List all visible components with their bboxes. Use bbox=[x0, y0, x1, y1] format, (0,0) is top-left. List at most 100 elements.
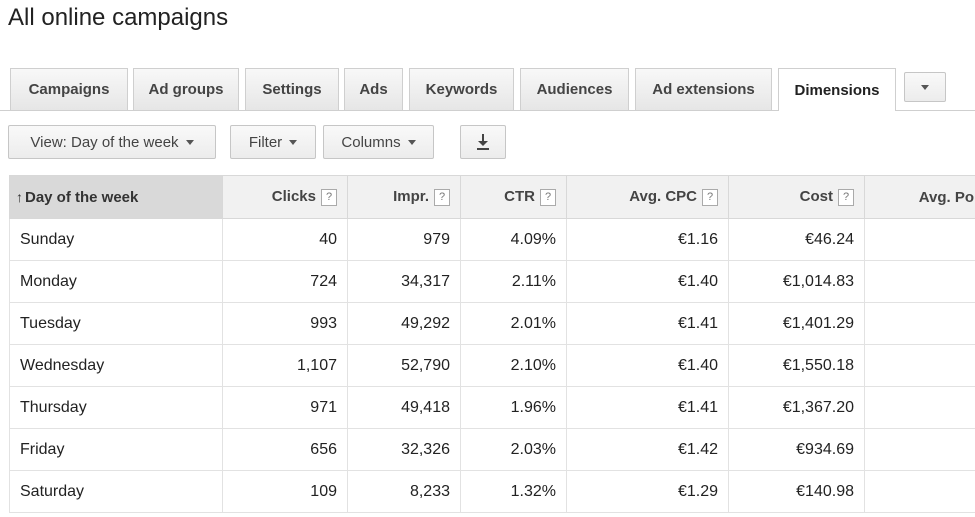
cell-clicks: 1,107 bbox=[222, 344, 348, 387]
filter-button[interactable]: Filter bbox=[230, 125, 316, 159]
help-icon[interactable]: ? bbox=[434, 189, 450, 206]
tab-campaigns[interactable]: Campaigns bbox=[10, 68, 128, 110]
cell-impressions: 34,317 bbox=[347, 260, 461, 303]
chevron-down-icon bbox=[289, 139, 298, 145]
chevron-down-icon bbox=[185, 139, 194, 145]
cell-avg-cpc: €1.40 bbox=[566, 260, 729, 303]
column-header-avg-cpc[interactable]: Avg. CPC? bbox=[566, 175, 729, 219]
column-header-label: CTR bbox=[504, 188, 535, 205]
tab-dimensions[interactable]: Dimensions bbox=[778, 68, 896, 111]
cell-day: Monday bbox=[9, 260, 223, 303]
view-selector-label: View: Day of the week bbox=[30, 133, 179, 151]
table-row: Sunday 40 979 4.09% €1.16 €46.24 bbox=[9, 218, 975, 261]
column-header-day-of-week[interactable]: ↑ Day of the week bbox=[9, 175, 223, 219]
cell-impressions: 8,233 bbox=[347, 470, 461, 513]
sort-ascending-icon: ↑ bbox=[16, 188, 23, 205]
cell-ctr: 2.03% bbox=[460, 428, 567, 471]
tab-ads[interactable]: Ads bbox=[344, 68, 403, 110]
column-header-label: Avg. CPC bbox=[629, 188, 697, 205]
cell-ctr: 1.32% bbox=[460, 470, 567, 513]
cell-avg-position bbox=[864, 386, 975, 429]
help-icon[interactable]: ? bbox=[540, 189, 556, 206]
cell-impressions: 52,790 bbox=[347, 344, 461, 387]
view-selector-button[interactable]: View: Day of the week bbox=[8, 125, 216, 159]
cell-clicks: 109 bbox=[222, 470, 348, 513]
cell-avg-position bbox=[864, 218, 975, 261]
cell-cost: €1,367.20 bbox=[728, 386, 865, 429]
table-row: Saturday 109 8,233 1.32% €1.29 €140.98 bbox=[9, 470, 975, 513]
cell-avg-cpc: €1.16 bbox=[566, 218, 729, 261]
help-icon[interactable]: ? bbox=[702, 189, 718, 206]
cell-day: Sunday bbox=[9, 218, 223, 261]
cell-day: Tuesday bbox=[9, 302, 223, 345]
tab-settings[interactable]: Settings bbox=[245, 68, 339, 110]
cell-ctr: 2.10% bbox=[460, 344, 567, 387]
cell-avg-cpc: €1.42 bbox=[566, 428, 729, 471]
cell-impressions: 32,326 bbox=[347, 428, 461, 471]
cell-cost: €140.98 bbox=[728, 470, 865, 513]
cell-day: Thursday bbox=[9, 386, 223, 429]
tab-ad-groups[interactable]: Ad groups bbox=[133, 68, 239, 110]
download-button[interactable] bbox=[460, 125, 506, 159]
cell-clicks: 656 bbox=[222, 428, 348, 471]
columns-label: Columns bbox=[341, 133, 401, 151]
cell-impressions: 49,418 bbox=[347, 386, 461, 429]
cell-avg-cpc: €1.41 bbox=[566, 386, 729, 429]
column-header-impressions[interactable]: Impr.? bbox=[347, 175, 461, 219]
cell-avg-position bbox=[864, 302, 975, 345]
column-header-label: Cost bbox=[799, 188, 833, 205]
cell-ctr: 2.01% bbox=[460, 302, 567, 345]
cell-cost: €1,014.83 bbox=[728, 260, 865, 303]
table-row: Friday 656 32,326 2.03% €1.42 €934.69 bbox=[9, 428, 975, 471]
toolbar: View: Day of the week Filter Columns bbox=[0, 124, 975, 160]
cell-day: Saturday bbox=[9, 470, 223, 513]
cell-day: Wednesday bbox=[9, 344, 223, 387]
table-header-row: ↑ Day of the week Clicks? Impr.? CTR? Avg… bbox=[9, 175, 975, 219]
cell-ctr: 1.96% bbox=[460, 386, 567, 429]
cell-avg-position bbox=[864, 260, 975, 303]
data-table: ↑ Day of the week Clicks? Impr.? CTR? Avg… bbox=[9, 175, 975, 513]
tab-ad-extensions[interactable]: Ad extensions bbox=[635, 68, 772, 110]
cell-impressions: 979 bbox=[347, 218, 461, 261]
cell-avg-position bbox=[864, 344, 975, 387]
cell-clicks: 971 bbox=[222, 386, 348, 429]
chevron-down-icon bbox=[407, 139, 416, 145]
table-row: Monday 724 34,317 2.11% €1.40 €1,014.83 bbox=[9, 260, 975, 303]
cell-avg-cpc: €1.41 bbox=[566, 302, 729, 345]
column-header-ctr[interactable]: CTR? bbox=[460, 175, 567, 219]
cell-impressions: 49,292 bbox=[347, 302, 461, 345]
cell-cost: €1,550.18 bbox=[728, 344, 865, 387]
cell-avg-cpc: €1.40 bbox=[566, 344, 729, 387]
columns-button[interactable]: Columns bbox=[323, 125, 434, 159]
help-icon[interactable]: ? bbox=[838, 189, 854, 206]
column-header-clicks[interactable]: Clicks? bbox=[222, 175, 348, 219]
column-header-label: Avg. Po bbox=[918, 188, 974, 206]
cell-clicks: 993 bbox=[222, 302, 348, 345]
chevron-down-icon bbox=[921, 84, 929, 90]
download-icon bbox=[477, 134, 489, 150]
filter-label: Filter bbox=[248, 133, 283, 151]
cell-cost: €1,401.29 bbox=[728, 302, 865, 345]
tab-bar: Campaigns Ad groups Settings Ads Keyword… bbox=[0, 68, 975, 111]
column-header-label: Clicks bbox=[271, 188, 316, 205]
page-title: All online campaigns bbox=[8, 4, 229, 31]
cell-ctr: 2.11% bbox=[460, 260, 567, 303]
column-header-avg-position[interactable]: Avg. Po bbox=[864, 175, 975, 219]
table-row: Thursday 971 49,418 1.96% €1.41 €1,367.2… bbox=[9, 386, 975, 429]
column-header-label: Impr. bbox=[393, 188, 429, 205]
help-icon[interactable]: ? bbox=[321, 189, 337, 206]
column-header-cost[interactable]: Cost? bbox=[728, 175, 865, 219]
cell-avg-cpc: €1.29 bbox=[566, 470, 729, 513]
column-header-label: Day of the week bbox=[25, 188, 139, 206]
cell-avg-position bbox=[864, 470, 975, 513]
tab-keywords[interactable]: Keywords bbox=[409, 68, 514, 110]
tab-overflow-menu-button[interactable] bbox=[904, 72, 946, 102]
cell-cost: €46.24 bbox=[728, 218, 865, 261]
tab-audiences[interactable]: Audiences bbox=[520, 68, 629, 110]
cell-clicks: 40 bbox=[222, 218, 348, 261]
cell-day: Friday bbox=[9, 428, 223, 471]
table-row: Tuesday 993 49,292 2.01% €1.41 €1,401.29 bbox=[9, 302, 975, 345]
cell-ctr: 4.09% bbox=[460, 218, 567, 261]
cell-avg-position bbox=[864, 428, 975, 471]
cell-cost: €934.69 bbox=[728, 428, 865, 471]
